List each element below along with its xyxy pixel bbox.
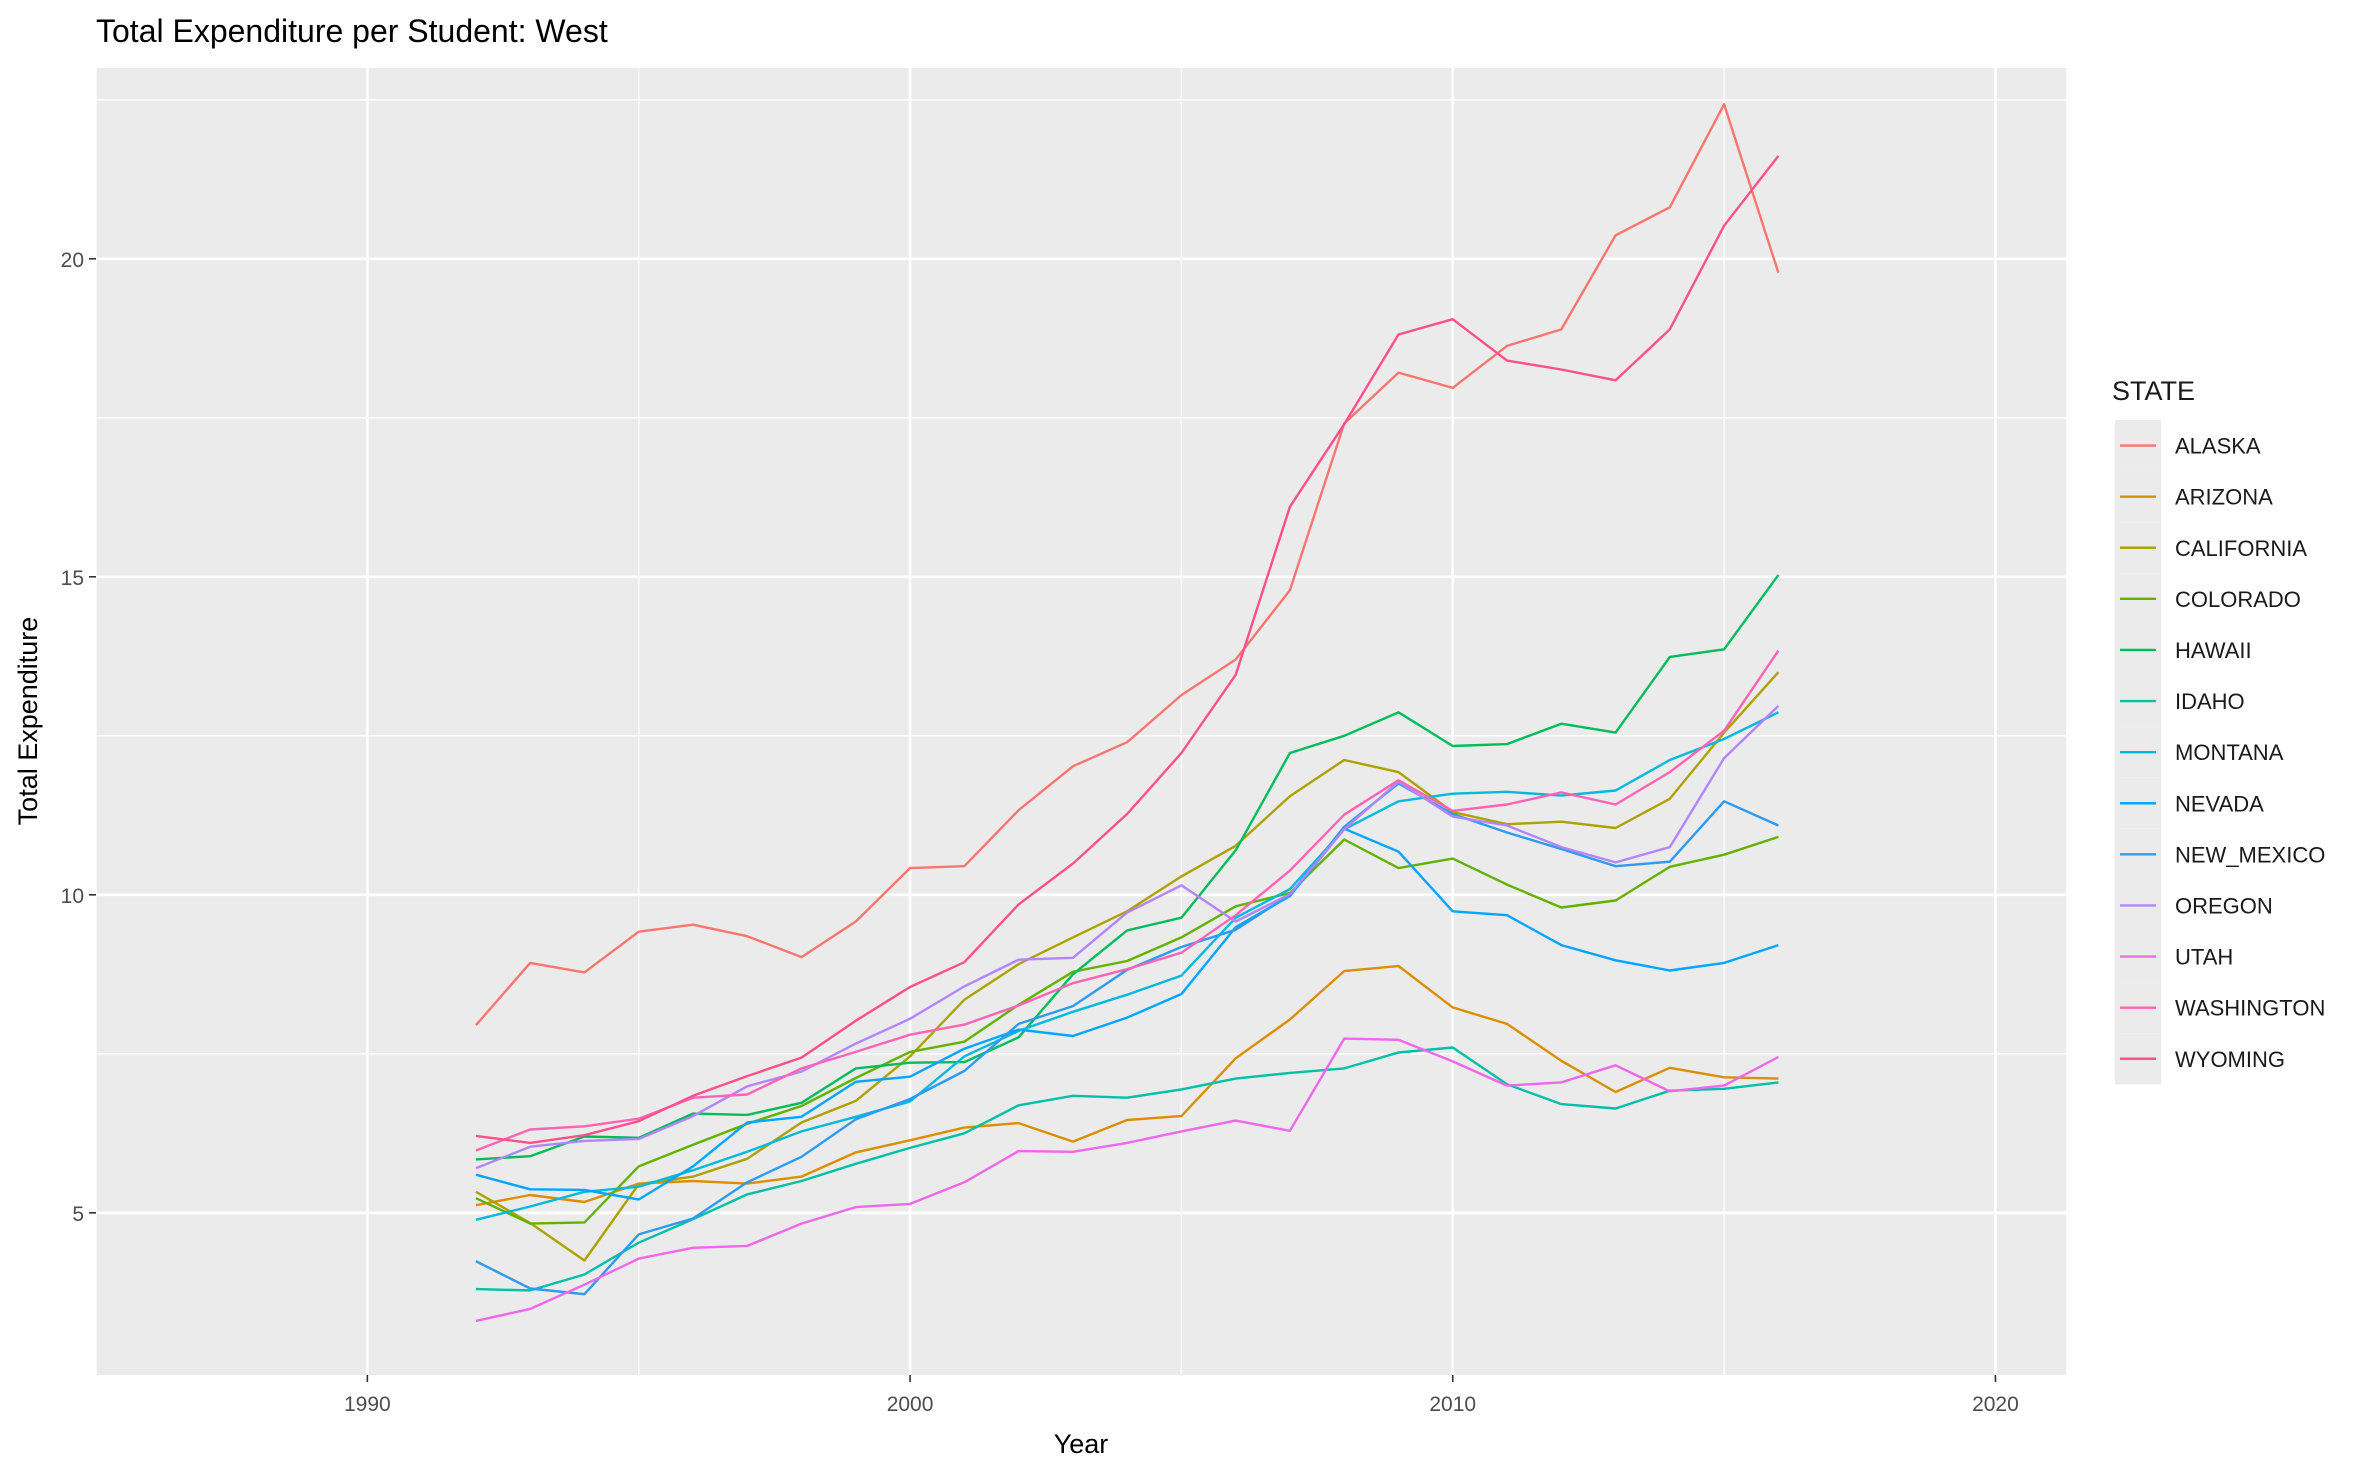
- series-line-alaska: [474, 103, 1780, 1026]
- chart-title: Total Expenditure per Student: West: [96, 13, 608, 49]
- axis-ticks: [89, 258, 1997, 1382]
- y-tick-label-1: 10: [61, 885, 84, 908]
- x-tick-label-2: 2010: [1429, 1393, 1476, 1416]
- series-line-nevada: [475, 827, 1779, 1201]
- plot-panel: [96, 68, 2066, 1375]
- legend-title: STATE: [2112, 376, 2195, 406]
- x-tick-label-1: 2000: [887, 1393, 934, 1416]
- legend-label-colorado: COLORADO: [2175, 587, 2301, 612]
- legend-label-california: CALIFORNIA: [2175, 536, 2307, 561]
- series-line-colorado: [475, 835, 1779, 1225]
- x-axis-title: Year: [1054, 1429, 1109, 1459]
- legend-label-wyoming: WYOMING: [2175, 1047, 2285, 1072]
- legend: STATE ALASKA ARIZONA CALIFORNIA COLORADO HAW…: [2112, 376, 2325, 1085]
- series-line-montana: [475, 711, 1779, 1221]
- y-tick-label-2: 15: [61, 567, 84, 590]
- x-tick-label-3: 2020: [1972, 1393, 2019, 1416]
- series-lines: [474, 103, 1780, 1323]
- x-tick-labels: 1990 2000 2010 2020: [344, 1393, 2019, 1416]
- series-line-wyoming: [475, 155, 1780, 1145]
- y-tick-label-3: 20: [61, 249, 84, 272]
- series-line-arizona: [475, 964, 1779, 1207]
- legend-label-montana: MONTANA: [2175, 740, 2284, 765]
- y-axis-title: Total Expenditure: [13, 617, 43, 826]
- major-gridlines: [96, 68, 2066, 1375]
- legend-label-washington: WASHINGTON: [2175, 996, 2325, 1021]
- legend-label-arizona: ARIZONA: [2175, 485, 2273, 510]
- legend-label-alaska: ALASKA: [2175, 434, 2261, 459]
- series-line-washington: [475, 649, 1780, 1152]
- legend-items: ALASKA ARIZONA CALIFORNIA COLORADO HAWAII IDA…: [2115, 420, 2325, 1085]
- legend-label-oregon: OREGON: [2175, 893, 2273, 918]
- legend-label-new-mexico: NEW_MEXICO: [2175, 842, 2325, 867]
- legend-label-utah: UTAH: [2175, 945, 2233, 970]
- series-line-hawaii: [475, 574, 1780, 1161]
- legend-label-hawaii: HAWAII: [2175, 638, 2252, 663]
- legend-label-idaho: IDAHO: [2175, 689, 2245, 714]
- y-tick-labels: 5 10 15 20: [61, 249, 84, 1226]
- series-line-utah: [475, 1037, 1779, 1323]
- y-tick-label-0: 5: [72, 1203, 84, 1226]
- legend-label-nevada: NEVADA: [2175, 791, 2264, 816]
- minor-gridlines: [95, 68, 2066, 1375]
- series-line-oregon: [475, 705, 1780, 1170]
- x-tick-label-0: 1990: [344, 1393, 391, 1416]
